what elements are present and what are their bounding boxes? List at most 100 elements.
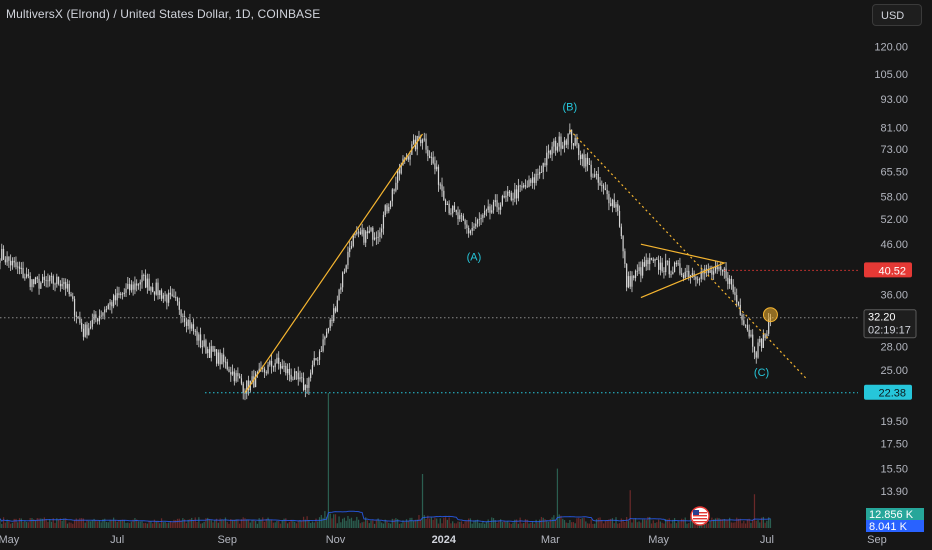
volume-bar (68, 522, 70, 528)
volume-bar (452, 521, 454, 528)
volume-bar (132, 519, 134, 528)
volume-bar (737, 518, 740, 528)
volume-bar (302, 516, 305, 528)
candle (681, 273, 683, 275)
volume-bar (372, 520, 374, 528)
candle (24, 277, 26, 279)
volume-bar (634, 518, 637, 528)
candle (437, 166, 440, 185)
candle (297, 372, 299, 380)
wave-label: (C) (754, 367, 769, 379)
volume-bar (592, 523, 594, 528)
candle (388, 207, 390, 212)
candle (219, 352, 221, 365)
candle (679, 263, 681, 274)
candle (20, 267, 22, 269)
volume-bar (514, 519, 516, 528)
volume-bar (242, 517, 244, 528)
volume-bar (333, 514, 335, 528)
price-tick-label: 25.00 (880, 365, 908, 377)
candle (494, 200, 496, 202)
candle (269, 360, 271, 365)
volume-bar (343, 517, 346, 528)
candle (638, 267, 640, 271)
candle (365, 231, 367, 243)
volume-bar (97, 521, 99, 528)
wave-label: (B) (563, 101, 578, 113)
volume-bar (270, 519, 273, 528)
candle (423, 138, 425, 140)
volume-bar (283, 518, 285, 528)
volume-bar (446, 519, 448, 528)
volume-bar (318, 517, 321, 528)
volume-bar (581, 518, 583, 528)
volume-bar (192, 520, 195, 528)
price-tick-label: 58.00 (880, 191, 908, 203)
volume-bar (491, 517, 493, 528)
volume-bar (512, 522, 514, 528)
volume-bar (716, 517, 718, 528)
candle (510, 192, 512, 201)
candle (741, 314, 743, 321)
candle (26, 274, 28, 278)
volume-bar (441, 523, 443, 528)
candle (73, 298, 76, 316)
candle (725, 268, 727, 278)
candle (306, 385, 308, 388)
volume-bar (38, 518, 40, 528)
volume-bar (224, 517, 227, 528)
candle (636, 270, 638, 272)
candle (478, 219, 480, 220)
volume-bar (118, 519, 120, 528)
candle (368, 230, 370, 234)
impulse-trendline (244, 133, 423, 394)
candle (352, 235, 354, 246)
candle (645, 260, 647, 267)
candle (226, 361, 228, 370)
volume-bar (81, 518, 83, 528)
candle (134, 283, 136, 290)
volume-bar (29, 518, 31, 528)
volume-bar (31, 518, 33, 528)
candle (212, 346, 214, 352)
volume-bar (168, 522, 170, 528)
candle (230, 372, 232, 375)
candle (553, 140, 555, 147)
candle (633, 275, 635, 279)
candle (278, 357, 280, 364)
candle (709, 270, 711, 273)
volume-bar (340, 522, 342, 528)
candle (452, 205, 454, 214)
candle (734, 292, 736, 296)
volume-bar (427, 515, 429, 528)
candle (563, 140, 566, 146)
volume-bar (476, 519, 479, 528)
candle (425, 138, 427, 150)
candle (695, 276, 697, 280)
volume-bar (41, 518, 44, 528)
candle (386, 205, 388, 212)
candle (13, 260, 15, 263)
volume-bar (381, 522, 383, 528)
volume-bar (633, 519, 635, 528)
volume-bar (595, 519, 598, 528)
volume-bar (166, 523, 168, 528)
candle (326, 331, 328, 337)
volume-bar (643, 519, 646, 528)
candle (127, 283, 129, 289)
volume-bar (201, 523, 203, 528)
volume-bar (107, 522, 109, 528)
candle (118, 293, 120, 296)
volume-bar (350, 517, 353, 528)
volume-bar (510, 523, 512, 528)
candle (720, 266, 722, 270)
volume-bar (352, 520, 354, 528)
volume-bar (66, 523, 69, 528)
candle (574, 137, 576, 146)
currency-button[interactable]: USD (872, 4, 922, 26)
volume-bar (649, 517, 651, 528)
candle (17, 266, 19, 268)
candle (652, 259, 654, 261)
volume-bar (760, 517, 763, 528)
